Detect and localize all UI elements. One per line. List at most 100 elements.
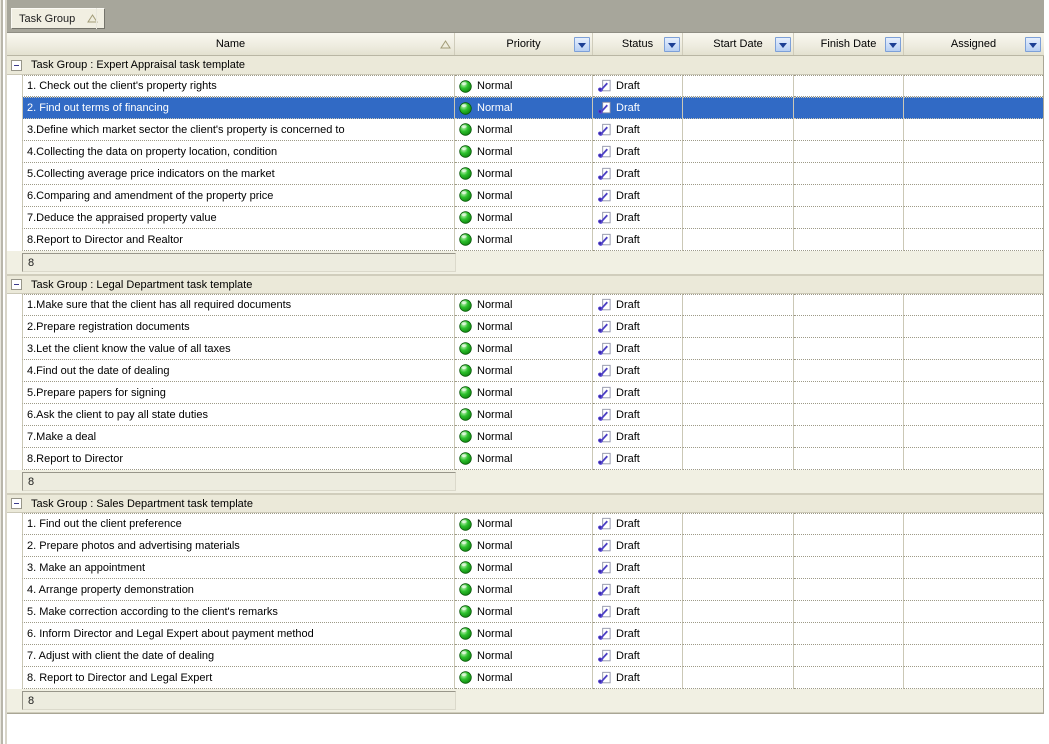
task-finish-cell[interactable] [794, 185, 904, 207]
task-status-cell[interactable]: Draft [593, 535, 683, 557]
task-row[interactable]: 8.Report to Director Normal Draft [7, 448, 1043, 470]
task-assigned-cell[interactable] [904, 360, 1043, 382]
task-priority-cell[interactable]: Normal [455, 448, 593, 470]
task-row[interactable]: 7.Deduce the appraised property value Nor… [7, 207, 1043, 229]
task-start-cell[interactable] [683, 97, 794, 119]
task-name-cell[interactable]: 1. Check out the client's property right… [22, 75, 455, 97]
task-finish-cell[interactable] [794, 623, 904, 645]
task-start-cell[interactable] [683, 579, 794, 601]
task-start-cell[interactable] [683, 294, 794, 316]
task-finish-cell[interactable] [794, 557, 904, 579]
task-finish-cell[interactable] [794, 207, 904, 229]
task-name-cell[interactable]: 6.Ask the client to pay all state duties [22, 404, 455, 426]
task-finish-cell[interactable] [794, 141, 904, 163]
task-row[interactable]: 8.Report to Director and Realtor Normal Dr… [7, 229, 1043, 251]
collapse-minus-icon[interactable] [11, 279, 22, 290]
task-name-cell[interactable]: 8. Report to Director and Legal Expert [22, 667, 455, 689]
task-name-cell[interactable]: 2.Prepare registration documents [22, 316, 455, 338]
column-header-priority[interactable]: Priority [455, 33, 593, 55]
task-row[interactable]: 6.Comparing and amendment of the propert… [7, 185, 1043, 207]
task-priority-cell[interactable]: Normal [455, 163, 593, 185]
task-priority-cell[interactable]: Normal [455, 382, 593, 404]
task-assigned-cell[interactable] [904, 623, 1043, 645]
task-finish-cell[interactable] [794, 294, 904, 316]
task-priority-cell[interactable]: Normal [455, 579, 593, 601]
task-assigned-cell[interactable] [904, 141, 1043, 163]
task-start-cell[interactable] [683, 426, 794, 448]
task-name-cell[interactable]: 1. Find out the client preference [22, 513, 455, 535]
task-name-cell[interactable]: 7. Adjust with client the date of dealin… [22, 645, 455, 667]
task-row[interactable]: 5.Collecting average price indicators on… [7, 163, 1043, 185]
filter-dropdown-arrow-icon[interactable] [775, 37, 791, 52]
task-row[interactable]: 8. Report to Director and Legal Expert No… [7, 667, 1043, 689]
task-row[interactable]: 6.Ask the client to pay all state duties… [7, 404, 1043, 426]
task-start-cell[interactable] [683, 119, 794, 141]
column-header-status[interactable]: Status [593, 33, 683, 55]
task-finish-cell[interactable] [794, 163, 904, 185]
task-assigned-cell[interactable] [904, 535, 1043, 557]
task-priority-cell[interactable]: Normal [455, 535, 593, 557]
left-splitter[interactable] [0, 0, 7, 744]
task-finish-cell[interactable] [794, 601, 904, 623]
task-name-cell[interactable]: 3. Make an appointment [22, 557, 455, 579]
task-finish-cell[interactable] [794, 97, 904, 119]
task-name-cell[interactable]: 8.Report to Director and Realtor [22, 229, 455, 251]
task-status-cell[interactable]: Draft [593, 141, 683, 163]
task-priority-cell[interactable]: Normal [455, 601, 593, 623]
task-status-cell[interactable]: Draft [593, 382, 683, 404]
group-header-row[interactable]: Task Group : Legal Department task templ… [7, 275, 1043, 294]
task-name-cell[interactable]: 3.Let the client know the value of all t… [22, 338, 455, 360]
task-priority-cell[interactable]: Normal [455, 229, 593, 251]
task-start-cell[interactable] [683, 338, 794, 360]
filter-dropdown-arrow-icon[interactable] [574, 37, 590, 52]
filter-dropdown-arrow-icon[interactable] [664, 37, 680, 52]
task-start-cell[interactable] [683, 316, 794, 338]
grouped-column-chip[interactable]: Task Group [11, 8, 106, 29]
task-status-cell[interactable]: Draft [593, 119, 683, 141]
task-assigned-cell[interactable] [904, 316, 1043, 338]
task-row[interactable]: 4.Find out the date of dealing Normal Draf… [7, 360, 1043, 382]
task-priority-cell[interactable]: Normal [455, 316, 593, 338]
task-row[interactable]: 4.Collecting the data on property locati… [7, 141, 1043, 163]
task-finish-cell[interactable] [794, 448, 904, 470]
task-row[interactable]: 3.Let the client know the value of all t… [7, 338, 1043, 360]
task-finish-cell[interactable] [794, 382, 904, 404]
task-name-cell[interactable]: 2. Find out terms of financing [22, 97, 455, 119]
task-status-cell[interactable]: Draft [593, 645, 683, 667]
task-row[interactable]: 5. Make correction according to the clie… [7, 601, 1043, 623]
column-header-finish-date[interactable]: Finish Date [794, 33, 904, 55]
task-priority-cell[interactable]: Normal [455, 338, 593, 360]
task-status-cell[interactable]: Draft [593, 557, 683, 579]
task-row[interactable]: 2. Prepare photos and advertising materi… [7, 535, 1043, 557]
task-name-cell[interactable]: 6.Comparing and amendment of the propert… [22, 185, 455, 207]
task-name-cell[interactable]: 4.Find out the date of dealing [22, 360, 455, 382]
task-assigned-cell[interactable] [904, 601, 1043, 623]
task-assigned-cell[interactable] [904, 579, 1043, 601]
column-header-name[interactable]: Name [7, 33, 455, 55]
task-start-cell[interactable] [683, 535, 794, 557]
task-assigned-cell[interactable] [904, 294, 1043, 316]
task-name-cell[interactable]: 2. Prepare photos and advertising materi… [22, 535, 455, 557]
task-start-cell[interactable] [683, 513, 794, 535]
task-name-cell[interactable]: 8.Report to Director [22, 448, 455, 470]
task-assigned-cell[interactable] [904, 229, 1043, 251]
task-assigned-cell[interactable] [904, 557, 1043, 579]
task-priority-cell[interactable]: Normal [455, 557, 593, 579]
task-priority-cell[interactable]: Normal [455, 207, 593, 229]
task-priority-cell[interactable]: Normal [455, 645, 593, 667]
task-start-cell[interactable] [683, 623, 794, 645]
task-start-cell[interactable] [683, 557, 794, 579]
task-finish-cell[interactable] [794, 360, 904, 382]
task-priority-cell[interactable]: Normal [455, 426, 593, 448]
task-finish-cell[interactable] [794, 513, 904, 535]
column-header-assigned[interactable]: Assigned [904, 33, 1043, 55]
task-row[interactable]: 1. Find out the client preference Normal D… [7, 513, 1043, 535]
task-assigned-cell[interactable] [904, 404, 1043, 426]
task-status-cell[interactable]: Draft [593, 294, 683, 316]
task-status-cell[interactable]: Draft [593, 601, 683, 623]
collapse-minus-icon[interactable] [11, 59, 22, 71]
task-assigned-cell[interactable] [904, 163, 1043, 185]
task-start-cell[interactable] [683, 75, 794, 97]
task-assigned-cell[interactable] [904, 667, 1043, 689]
task-assigned-cell[interactable] [904, 513, 1043, 535]
